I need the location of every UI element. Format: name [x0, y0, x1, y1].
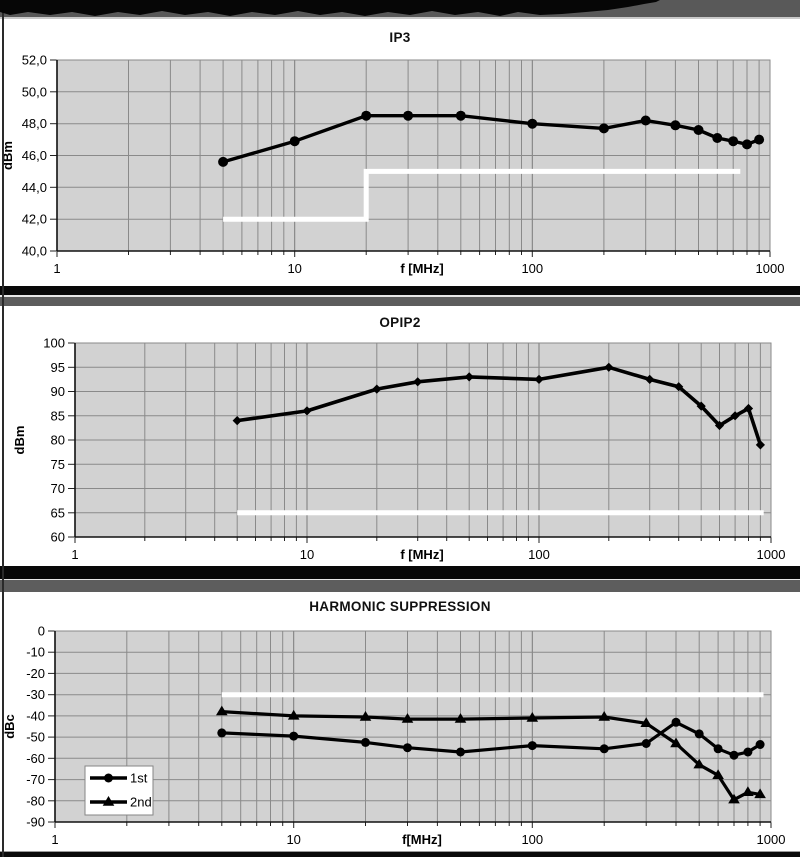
x-axis-title: f [MHz]: [400, 261, 443, 276]
separator-light-line: [0, 295, 800, 297]
y-tick-label: 44,0: [22, 180, 47, 195]
harmonic-suppression-chart-title: HARMONIC SUPPRESSION: [309, 599, 491, 614]
separator-black-bar: [0, 286, 800, 295]
x-tick-label: 10: [300, 547, 314, 562]
y-tick-label: -40: [26, 708, 45, 723]
y-tick-label: -20: [26, 666, 45, 681]
y-tick-label: -10: [26, 645, 45, 660]
y-tick-label: 100: [43, 336, 65, 351]
x-tick-label: 1000: [756, 261, 785, 276]
x-tick-label: 1000: [757, 832, 786, 847]
x-tick-label: 1: [53, 261, 60, 276]
series-line-2nd: [221, 710, 761, 802]
harmonic-suppression-chart: 0 -10 -20 -30 -40 -50 -60 -70 -80 -90 1 10 100 1000 f[…: [2, 624, 786, 848]
ip3-chart-panel: IP3 52,0 50,0 48,0 46,0 44,0 42,0 40,0 1 10 100 10…: [0, 19, 800, 286]
opip2-chart: 100 95 90 85 80 75 70 65 60 1 10 100 1000 f [MHz] dBm: [12, 336, 786, 562]
page-left-border-line: [2, 12, 4, 857]
y-tick-label: 90: [51, 384, 65, 399]
y-tick-label: 52,0: [22, 53, 47, 68]
y-tick-label: 60: [51, 530, 65, 545]
y-tick-label: 70: [51, 481, 65, 496]
y-tick-label: 50,0: [22, 84, 47, 99]
section-separator: [0, 286, 800, 306]
y-tick-label: 0: [38, 624, 45, 639]
legend-label-1st: 1st: [130, 771, 148, 786]
separator-gray-bar: [0, 297, 800, 306]
opip2-chart-panel: OPIP2 100 95 90 85 80 75 70 65 60 1 10 100 1000 f [MH…: [0, 306, 800, 566]
ip3-chart: 52,0 50,0 48,0 46,0 44,0 42,0 40,0 1 10 100 1000 f …: [0, 53, 785, 277]
y-tick-label: -30: [26, 687, 45, 702]
legend: 1st 2nd: [84, 765, 154, 816]
x-tick-label: 100: [521, 832, 543, 847]
x-axis-title: f [MHz]: [400, 547, 443, 562]
opip2-chart-title: OPIP2: [379, 315, 421, 330]
y-tick-label: -70: [26, 772, 45, 787]
separator-black-bar: [0, 566, 800, 579]
legend-box: [84, 765, 154, 816]
y-tick-label: 65: [51, 505, 65, 520]
x-tick-label: 1: [71, 547, 78, 562]
y-tick-label: -50: [26, 730, 45, 745]
separator-gray-bar: [0, 580, 800, 592]
x-tick-label: 10: [286, 832, 300, 847]
legend-label-2nd: 2nd: [130, 795, 152, 810]
y-tick-label: 85: [51, 408, 65, 423]
x-tick-label: 1000: [757, 547, 786, 562]
ip3-chart-title: IP3: [389, 30, 411, 45]
y-axis-title: dBc: [2, 714, 17, 739]
y-tick-label: 48,0: [22, 116, 47, 131]
page-header: [0, 0, 800, 19]
separator-light-line: [0, 579, 800, 580]
bottom-black-bar: [0, 851, 800, 857]
y-tick-label: -60: [26, 751, 45, 766]
y-tick-label: 80: [51, 433, 65, 448]
harmonic-suppression-chart-panel: HARMONIC SUPPRESSION 0 -10 -20 -30 -40 -50 -60…: [0, 592, 800, 851]
limit-line: [223, 168, 741, 222]
x-tick-label: 100: [521, 261, 543, 276]
y-tick-label: 42,0: [22, 212, 47, 227]
y-tick-label: -80: [26, 793, 45, 808]
section-separator: [0, 566, 800, 592]
y-tick-label: 46,0: [22, 148, 47, 163]
x-tick-label: 10: [287, 261, 301, 276]
x-tick-label: 100: [528, 547, 550, 562]
y-tick-label: 40,0: [22, 244, 47, 259]
y-tick-label: -90: [26, 815, 45, 830]
y-tick-label: 95: [51, 360, 65, 375]
y-tick-label: 75: [51, 457, 65, 472]
x-tick-label: 1: [51, 832, 58, 847]
y-axis-title: dBm: [12, 426, 27, 455]
x-axis-title: f[MHz]: [402, 832, 442, 847]
plot-area: [55, 631, 771, 822]
